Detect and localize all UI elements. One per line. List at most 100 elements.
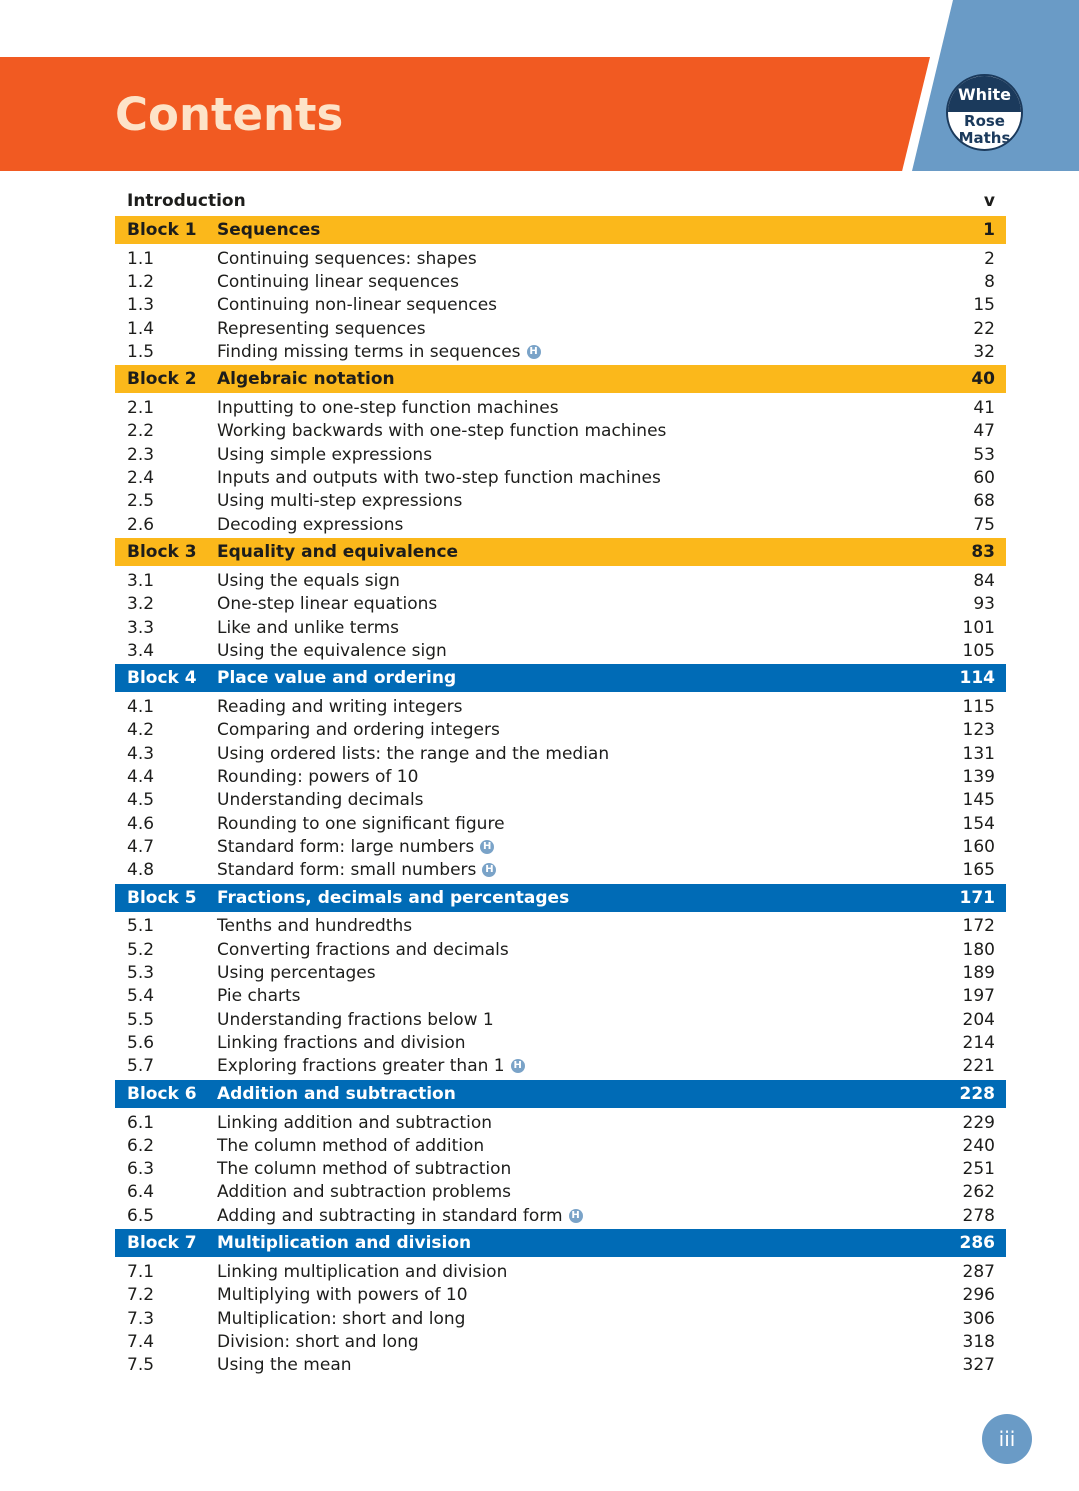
toc-entry[interactable]: 7.1 Linking multiplication and division 28…	[115, 1260, 1006, 1283]
block-page: 286	[959, 1233, 996, 1254]
toc-entry[interactable]: 2.2 Working backwards with one-step funct…	[115, 420, 1006, 443]
block-label: Block 6	[127, 1083, 197, 1104]
entry-title: Continuing sequences: shapes	[217, 248, 477, 269]
toc-entry[interactable]: 2.5 Using multi-step expressions 68	[115, 490, 1006, 513]
toc-entry[interactable]: 7.4 Division: short and long 318	[115, 1330, 1006, 1353]
toc-entry[interactable]: 6.4 Addition and subtraction problems 262	[115, 1181, 1006, 1204]
toc-entry[interactable]: 6.3 The column method of subtraction 251	[115, 1158, 1006, 1181]
entry-page: 229	[962, 1112, 995, 1133]
entry-page: 296	[962, 1285, 995, 1306]
entry-title: Working backwards with one-step function…	[217, 421, 667, 442]
toc-entry[interactable]: 1.5 Finding missing terms in sequences H 32	[115, 340, 1006, 363]
entry-page: 41	[973, 398, 995, 419]
toc-introduction[interactable]: Introduction v	[115, 188, 1006, 214]
entry-number: 1.1	[127, 248, 155, 269]
toc-entry[interactable]: 4.3 Using ordered lists: the range and th…	[115, 742, 1006, 765]
toc-entry[interactable]: 5.1 Tenths and hundredths 172	[115, 915, 1006, 938]
entry-title-wrap: Continuing sequences: shapes	[217, 249, 984, 269]
toc-entry[interactable]: 4.7 Standard form: large numbers H 160	[115, 835, 1006, 858]
toc-entry[interactable]: 5.3 Using percentages 189	[115, 961, 1006, 984]
entry-title-wrap: Working backwards with one-step function…	[217, 421, 973, 441]
entry-title: Continuing linear sequences	[217, 271, 459, 292]
toc-entry[interactable]: 2.4 Inputs and outputs with two-step func…	[115, 466, 1006, 489]
entry-title-wrap: Comparing and ordering integers	[217, 720, 963, 740]
toc-entry[interactable]: 4.5 Understanding decimals 145	[115, 789, 1006, 812]
block-header[interactable]: Block 7 Multiplication and division 286	[115, 1229, 1006, 1258]
entry-number: 3.4	[127, 640, 155, 661]
entry-number: 3.1	[127, 570, 155, 591]
toc-entry[interactable]: 7.2 Multiplying with powers of 10 296	[115, 1284, 1006, 1307]
entry-number: 1.2	[127, 271, 155, 292]
entry-number: 5.2	[127, 939, 155, 960]
toc-entry[interactable]: 3.3 Like and unlike terms 101	[115, 616, 1006, 639]
toc-entry[interactable]: 4.8 Standard form: small numbers H 165	[115, 859, 1006, 882]
entry-title-wrap: Representing sequences	[217, 319, 973, 339]
toc-entry[interactable]: 2.6 Decoding expressions 75	[115, 513, 1006, 536]
entry-title-wrap: Tenths and hundredths	[217, 916, 963, 936]
toc-entry[interactable]: 5.2 Converting fractions and decimals 180	[115, 938, 1006, 961]
toc-entry[interactable]: 5.5 Understanding fractions below 1 204	[115, 1008, 1006, 1031]
toc-entry[interactable]: 1.1 Continuing sequences: shapes 2	[115, 247, 1006, 270]
entry-number: 5.5	[127, 1009, 155, 1030]
entry-page: 189	[962, 963, 995, 984]
toc-entry[interactable]: 1.2 Continuing linear sequences 8	[115, 270, 1006, 293]
entry-page: 75	[973, 514, 995, 535]
toc-entry[interactable]: 4.1 Reading and writing integers 115	[115, 695, 1006, 718]
entry-title: Inputs and outputs with two-step functio…	[217, 468, 661, 489]
toc-entry[interactable]: 2.3 Using simple expressions 53	[115, 443, 1006, 466]
block-label: Block 4	[127, 668, 197, 689]
entry-title: Using the equals sign	[217, 570, 400, 591]
toc-entry[interactable]: 3.4 Using the equivalence sign 105	[115, 639, 1006, 662]
higher-tier-icon: H	[568, 1208, 583, 1223]
toc-entry[interactable]: 5.7 Exploring fractions greater than 1 H 22…	[115, 1055, 1006, 1078]
entry-title-wrap: Pie charts	[217, 986, 963, 1006]
toc-entry[interactable]: 1.3 Continuing non-linear sequences 15	[115, 294, 1006, 317]
entry-number: 5.1	[127, 916, 155, 937]
entry-title-wrap: Linking fractions and division	[217, 1033, 963, 1053]
entry-title-wrap: Like and unlike terms	[217, 618, 963, 638]
entry-page: 240	[962, 1135, 995, 1156]
toc-entry[interactable]: 5.4 Pie charts 197	[115, 985, 1006, 1008]
entry-title-wrap: Finding missing terms in sequences H	[217, 342, 973, 362]
toc-entry[interactable]: 1.4 Representing sequences 22	[115, 317, 1006, 340]
higher-tier-icon: H	[480, 839, 495, 854]
entry-page: 306	[962, 1308, 995, 1329]
entry-number: 2.3	[127, 444, 155, 465]
block-header[interactable]: Block 3 Equality and equivalence 83	[115, 538, 1006, 567]
entry-title-wrap: Using ordered lists: the range and the m…	[217, 744, 963, 764]
block-header[interactable]: Block 6 Addition and subtraction 228	[115, 1079, 1006, 1108]
entry-number: 7.4	[127, 1331, 155, 1352]
entry-number: 3.3	[127, 617, 155, 638]
toc-entry[interactable]: 7.3 Multiplication: short and long 306	[115, 1307, 1006, 1330]
entry-page: 105	[962, 640, 995, 661]
block-header[interactable]: Block 2 Algebraic notation 40	[115, 365, 1006, 394]
toc-entry[interactable]: 3.2 One-step linear equations 93	[115, 593, 1006, 616]
block-header[interactable]: Block 4 Place value and ordering 114	[115, 664, 1006, 693]
toc-entry[interactable]: 6.5 Adding and subtracting in standard fo…	[115, 1204, 1006, 1227]
block-header[interactable]: Block 1 Sequences 1	[115, 216, 1006, 244]
block-page: 171	[959, 887, 996, 908]
entry-page: 53	[973, 444, 995, 465]
toc-entry[interactable]: 2.1 Inputting to one-step function machin…	[115, 396, 1006, 419]
entry-number: 6.3	[127, 1159, 155, 1180]
block-title: Addition and subtraction	[217, 1083, 456, 1104]
entry-title-wrap: Understanding fractions below 1	[217, 1010, 963, 1030]
toc-entry[interactable]: 4.4 Rounding: powers of 10 139	[115, 765, 1006, 788]
toc-entry[interactable]: 4.2 Comparing and ordering integers 123	[115, 719, 1006, 742]
entry-page: 287	[962, 1262, 995, 1283]
entry-page: 68	[973, 491, 995, 512]
entry-page: 2	[984, 248, 995, 269]
entry-title: Using ordered lists: the range and the m…	[217, 743, 610, 764]
entry-title: Multiplying with powers of 10	[217, 1285, 468, 1306]
entry-page: 278	[962, 1205, 995, 1226]
toc-entry[interactable]: 7.5 Using the mean 327	[115, 1354, 1006, 1377]
block-header[interactable]: Block 5 Fractions, decimals and percentag…	[115, 883, 1006, 912]
toc-entry[interactable]: 6.2 The column method of addition 240	[115, 1134, 1006, 1157]
toc-entry[interactable]: 3.1 Using the equals sign 84	[115, 569, 1006, 592]
entry-page: 15	[973, 295, 995, 316]
toc-entry[interactable]: 4.6 Rounding to one significant figure 154	[115, 812, 1006, 835]
toc-entry[interactable]: 5.6 Linking fractions and division 214	[115, 1031, 1006, 1054]
entry-title: Exploring fractions greater than 1	[217, 1056, 505, 1077]
entry-title-wrap: Using multi-step expressions	[217, 491, 973, 511]
toc-entry[interactable]: 6.1 Linking addition and subtraction 229	[115, 1111, 1006, 1134]
